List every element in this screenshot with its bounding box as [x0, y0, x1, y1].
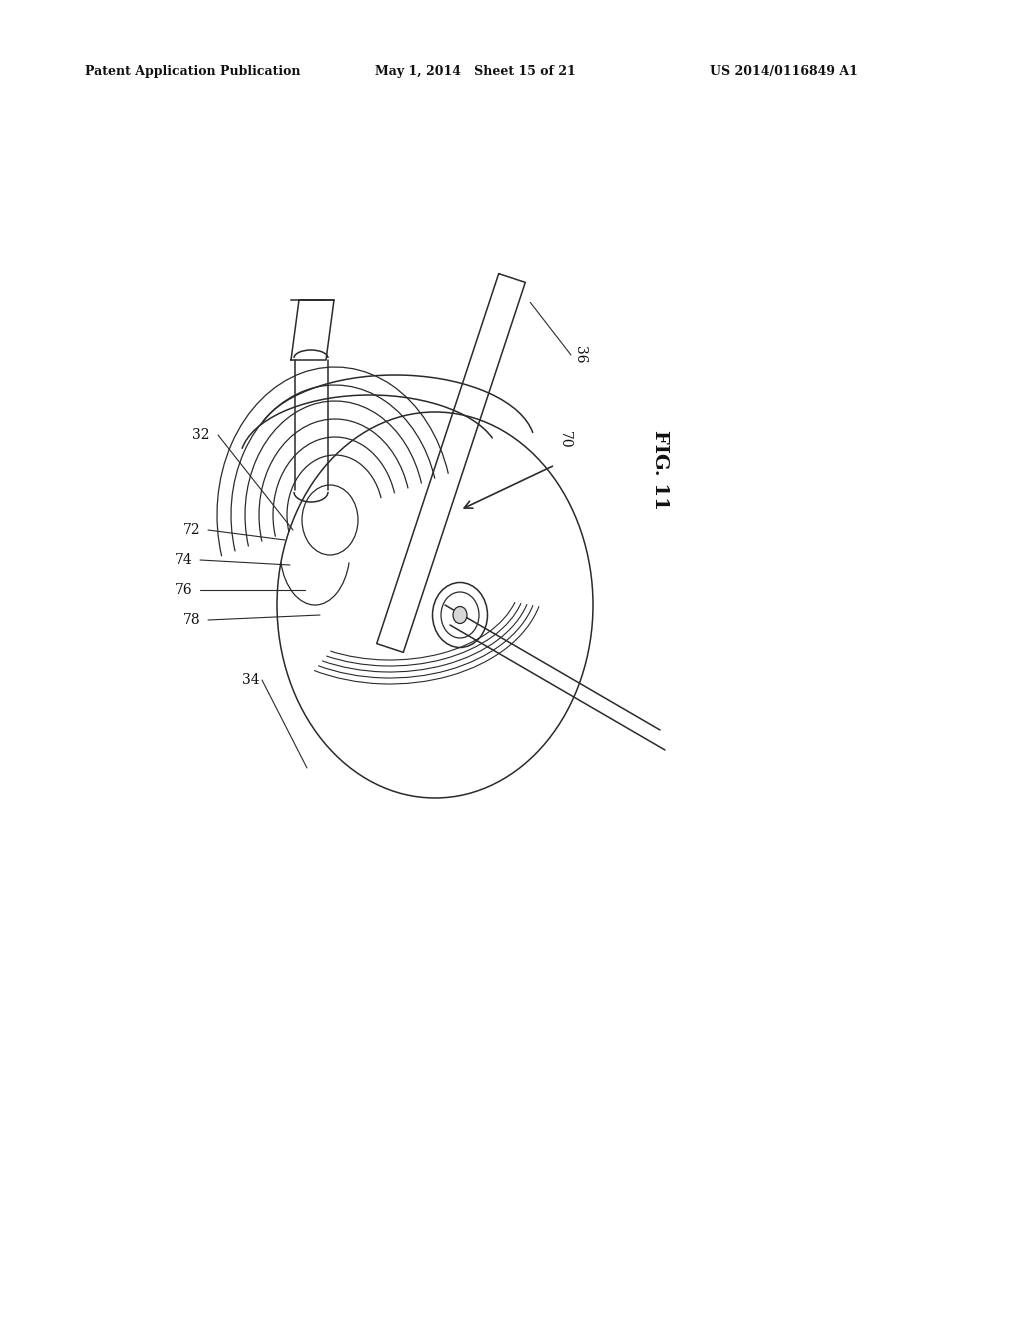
Text: 74: 74 [175, 553, 193, 568]
Text: 72: 72 [183, 523, 201, 537]
Text: 32: 32 [193, 428, 210, 442]
Text: 36: 36 [573, 346, 587, 364]
Text: 70: 70 [558, 432, 572, 449]
Text: Patent Application Publication: Patent Application Publication [85, 66, 300, 78]
Text: US 2014/0116849 A1: US 2014/0116849 A1 [710, 66, 858, 78]
Ellipse shape [453, 606, 467, 623]
Text: 34: 34 [242, 673, 260, 686]
Text: FIG. 11: FIG. 11 [651, 430, 669, 510]
Text: 78: 78 [183, 612, 201, 627]
Text: 76: 76 [175, 583, 193, 597]
Text: May 1, 2014   Sheet 15 of 21: May 1, 2014 Sheet 15 of 21 [375, 66, 575, 78]
